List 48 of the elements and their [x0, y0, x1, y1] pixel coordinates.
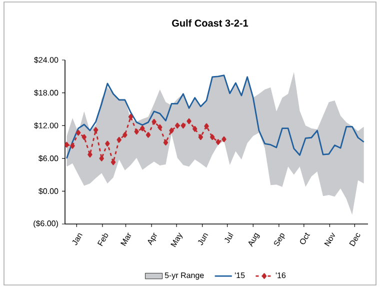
legend-label: '15: [235, 272, 245, 278]
point: [146, 132, 151, 138]
legend-label: '16: [276, 272, 286, 278]
point: [82, 134, 86, 140]
x-tick-label: Jul: [224, 232, 234, 243]
y-tick-label: $0.00: [38, 188, 58, 194]
point: [192, 126, 198, 132]
point: [70, 142, 75, 149]
point: [110, 159, 116, 166]
x-tick-label: Jan: [72, 233, 82, 246]
point: [175, 122, 180, 128]
legend-label: 5-yr Range: [164, 272, 204, 280]
point: [76, 130, 81, 136]
point: [169, 128, 174, 134]
point: [134, 128, 139, 135]
point: [186, 118, 192, 124]
point: [105, 140, 110, 147]
point: [216, 139, 221, 145]
point: [99, 156, 104, 162]
point: [204, 123, 209, 130]
x-tick-label: Mar: [120, 232, 132, 246]
x-tick-label: Feb: [97, 233, 108, 246]
line-series: [66, 74, 365, 160]
point: [93, 127, 98, 133]
point: [152, 118, 156, 125]
point: [64, 142, 70, 148]
point: [122, 132, 128, 138]
y-tick-label: $18.00: [34, 90, 58, 96]
point: [180, 122, 186, 128]
point: [128, 114, 134, 120]
x-tick-label: Oct: [300, 232, 310, 244]
x-tick-label: Apr: [148, 232, 157, 246]
point: [116, 136, 122, 143]
x-tick-label: Dec: [349, 233, 360, 246]
x-tick-label: Sep: [274, 233, 285, 246]
y-tick-label: $12.00: [34, 122, 58, 129]
point: [140, 125, 145, 132]
y-tick-label: $6.00: [38, 155, 58, 162]
point: [88, 152, 92, 158]
chart-title: Gulf Coast 3-2-1: [172, 19, 248, 27]
y-tick-label: ($6.00): [34, 220, 58, 228]
point: [163, 140, 168, 146]
point: [198, 134, 204, 140]
point: [210, 134, 215, 140]
point: [158, 124, 162, 130]
x-tick-label: Jun: [198, 233, 208, 246]
point: [222, 136, 226, 142]
y-tick-label: $24.00: [34, 56, 58, 64]
